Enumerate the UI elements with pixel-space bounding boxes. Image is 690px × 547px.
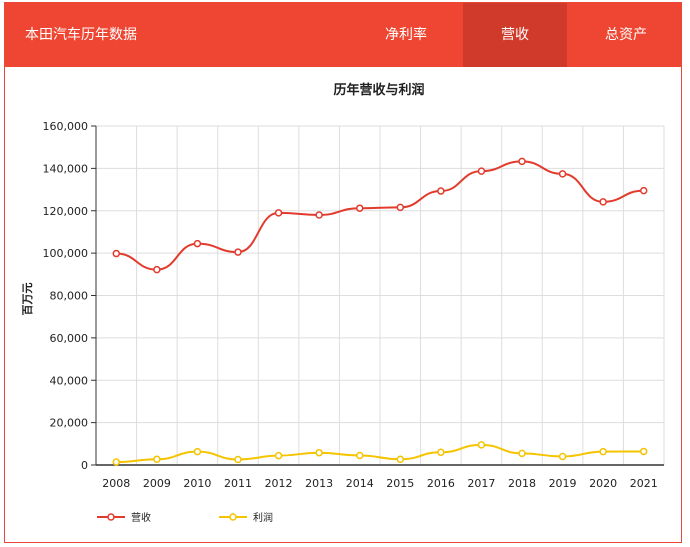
revenue-data-point: [193, 239, 202, 248]
revenue-data-point: [355, 204, 364, 212]
y-tick-label: 100,000: [43, 247, 89, 260]
x-tick-label: 2010: [183, 477, 211, 490]
chart-card: 本田汽车历年数据 净利率 营收 总资产 历年营收与利润 0 20,000 40,00…: [4, 2, 682, 543]
legend-revenue-label: 营收: [131, 511, 151, 524]
y-tick-label: 0: [81, 459, 88, 472]
tab-total-assets[interactable]: 总资产: [605, 27, 647, 43]
y-tick-label: 120,000: [43, 205, 89, 218]
revenue-data-point: [599, 198, 607, 206]
y-tick-label: 40,000: [50, 374, 89, 387]
profit-data-point: [274, 451, 283, 460]
tab-revenue[interactable]: 营收: [463, 3, 567, 67]
x-tick-label: 2013: [305, 477, 333, 490]
profit-series-line: [116, 443, 644, 464]
legend-revenue-marker: [107, 513, 115, 521]
revenue-data-point: [112, 249, 121, 258]
revenue-data-point: [477, 167, 486, 175]
x-tick-label: 2018: [508, 477, 536, 490]
y-tick-label: 160,000: [43, 120, 89, 133]
revenue-data-point: [315, 211, 323, 219]
x-tick-label: 2015: [386, 477, 414, 490]
series-layer: [112, 157, 648, 466]
profit-data-point: [477, 441, 486, 449]
profit-data-point: [518, 449, 526, 458]
x-tick-label: 2020: [589, 477, 617, 490]
profit-data-point: [639, 447, 648, 456]
x-tick-label: 2016: [427, 477, 455, 490]
revenue-data-point: [234, 248, 242, 256]
x-tick-label: 2017: [467, 477, 495, 490]
revenue-data-point: [396, 203, 405, 212]
legend: 营收 利润: [97, 511, 273, 524]
profit-data-point: [315, 448, 323, 457]
tab-net-margin[interactable]: 净利率: [385, 27, 427, 43]
legend-profit-label: 利润: [253, 511, 273, 524]
x-tick-label: 2021: [630, 477, 658, 490]
page-title: 本田汽车历年数据: [25, 27, 137, 43]
profit-data-point: [112, 458, 121, 466]
y-axis-label: 百万元: [21, 283, 34, 316]
profit-data-point: [599, 447, 607, 456]
x-tick-label: 2012: [265, 477, 293, 490]
revenue-data-point: [437, 187, 445, 195]
x-tick-label: 2019: [549, 477, 577, 490]
revenue-data-point: [518, 157, 526, 166]
grid-lines: [96, 125, 665, 465]
revenue-profit-line-chart: 历年营收与利润 0 20,000 40,000 60,000 80,000 100,000…: [21, 82, 665, 524]
profit-data-point: [558, 452, 567, 461]
y-tick-label: 60,000: [50, 332, 89, 345]
profit-data-point: [234, 455, 242, 464]
axes: 0 20,000 40,000 60,000 80,000 100,000 120,000 1…: [43, 120, 664, 490]
revenue-data-point: [558, 170, 567, 178]
top-nav-bar: 本田汽车历年数据 净利率 营收 总资产: [5, 3, 681, 67]
revenue-data-point: [153, 265, 161, 274]
y-tick-label: 20,000: [50, 417, 89, 430]
x-tick-label: 2011: [224, 477, 252, 490]
profit-data-point: [396, 455, 405, 464]
chart-title: 历年营收与利润: [333, 82, 424, 98]
revenue-data-point: [274, 209, 283, 217]
profit-data-point: [193, 447, 202, 456]
x-tick-label: 2009: [143, 477, 171, 490]
profit-data-point: [355, 451, 364, 460]
revenue-data-point: [639, 186, 648, 195]
y-tick-label: 140,000: [43, 162, 89, 175]
profit-data-point: [437, 448, 445, 457]
x-tick-label: 2008: [102, 477, 130, 490]
profit-data-point: [153, 455, 161, 464]
x-tick-label: 2014: [346, 477, 374, 490]
y-tick-label: 80,000: [50, 290, 89, 303]
legend-profit-marker: [229, 513, 237, 521]
